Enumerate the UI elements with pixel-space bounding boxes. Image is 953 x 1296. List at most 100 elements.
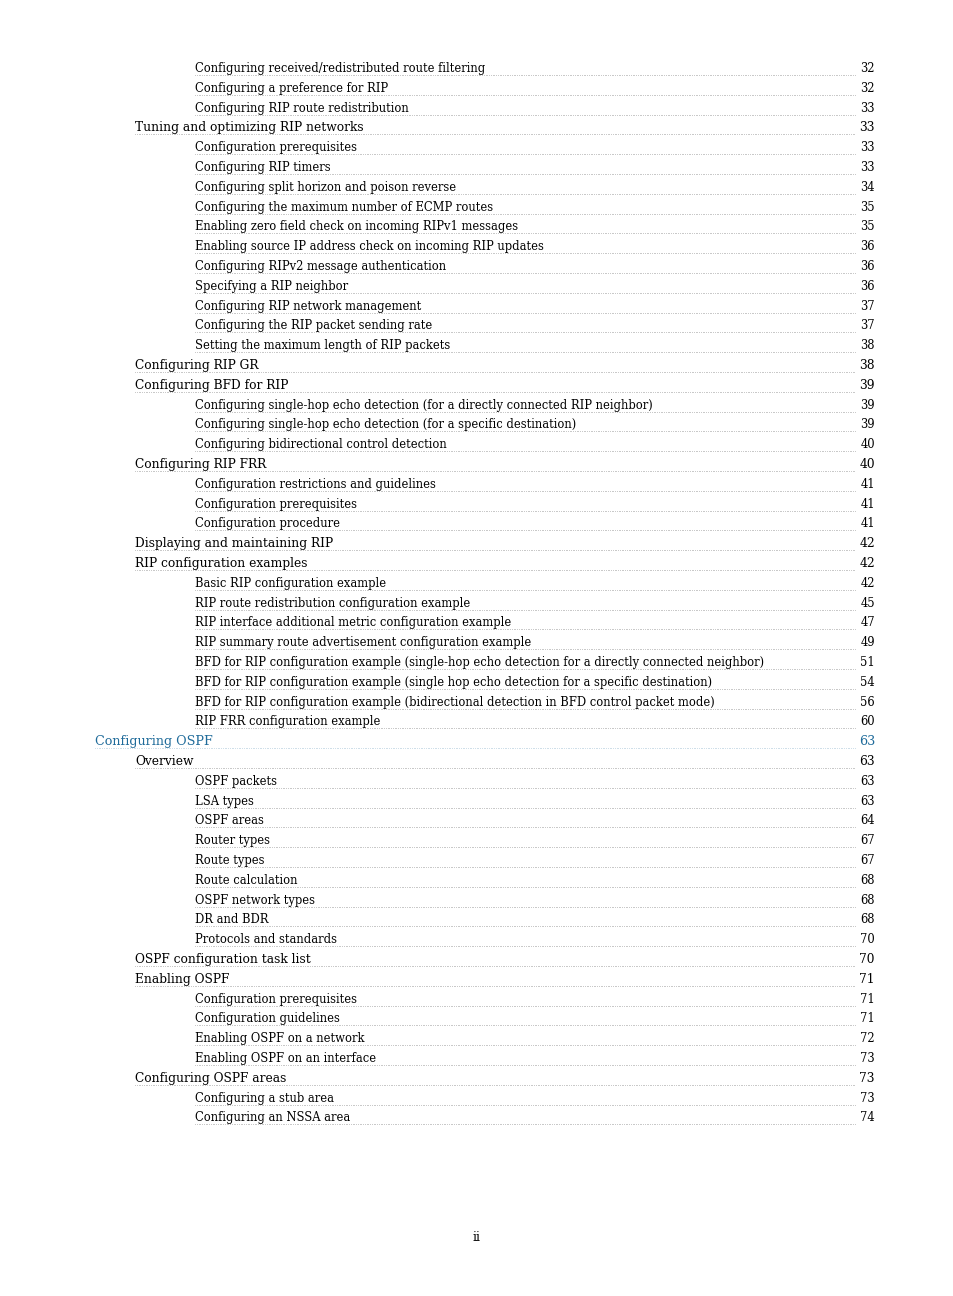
Text: 33: 33	[860, 161, 874, 174]
Text: 63: 63	[859, 756, 874, 769]
Text: Configuring single-hop echo detection (for a directly connected RIP neighbor): Configuring single-hop echo detection (f…	[194, 399, 652, 412]
Text: 51: 51	[860, 656, 874, 669]
Text: RIP interface additional metric configuration example: RIP interface additional metric configur…	[194, 617, 511, 630]
Text: 39: 39	[860, 399, 874, 412]
Text: Specifying a RIP neighbor: Specifying a RIP neighbor	[194, 280, 348, 293]
Text: 33: 33	[859, 122, 874, 135]
Text: 71: 71	[860, 1012, 874, 1025]
Text: Configuring RIP network management: Configuring RIP network management	[194, 299, 421, 312]
Text: Configuration prerequisites: Configuration prerequisites	[194, 993, 356, 1006]
Text: 33: 33	[860, 101, 874, 114]
Text: Enabling OSPF: Enabling OSPF	[135, 973, 229, 986]
Text: Configuring RIP route redistribution: Configuring RIP route redistribution	[194, 101, 408, 114]
Text: 73: 73	[859, 1072, 874, 1085]
Text: OSPF areas: OSPF areas	[194, 814, 264, 827]
Text: 42: 42	[860, 577, 874, 590]
Text: 68: 68	[860, 874, 874, 886]
Text: 37: 37	[860, 299, 874, 312]
Text: Configuration prerequisites: Configuration prerequisites	[194, 498, 356, 511]
Text: 74: 74	[860, 1112, 874, 1125]
Text: Overview: Overview	[135, 756, 193, 769]
Text: 41: 41	[860, 517, 874, 530]
Text: ii: ii	[473, 1231, 480, 1244]
Text: Configuration prerequisites: Configuration prerequisites	[194, 141, 356, 154]
Text: BFD for RIP configuration example (single-hop echo detection for a directly conn: BFD for RIP configuration example (singl…	[194, 656, 763, 669]
Text: BFD for RIP configuration example (single hop echo detection for a specific dest: BFD for RIP configuration example (singl…	[194, 675, 711, 688]
Text: Configuration guidelines: Configuration guidelines	[194, 1012, 339, 1025]
Text: OSPF network types: OSPF network types	[194, 894, 314, 907]
Text: Displaying and maintaining RIP: Displaying and maintaining RIP	[135, 538, 333, 551]
Text: Configuring a preference for RIP: Configuring a preference for RIP	[194, 82, 388, 95]
Text: 34: 34	[860, 181, 874, 194]
Text: OSPF packets: OSPF packets	[194, 775, 276, 788]
Text: 36: 36	[860, 280, 874, 293]
Text: Configuring RIP timers: Configuring RIP timers	[194, 161, 331, 174]
Text: Configuring bidirectional control detection: Configuring bidirectional control detect…	[194, 438, 446, 451]
Text: Configuring RIPv2 message authentication: Configuring RIPv2 message authentication	[194, 260, 446, 273]
Text: 39: 39	[859, 378, 874, 391]
Text: Basic RIP configuration example: Basic RIP configuration example	[194, 577, 386, 590]
Text: Router types: Router types	[194, 835, 270, 848]
Text: RIP route redistribution configuration example: RIP route redistribution configuration e…	[194, 596, 470, 609]
Text: 71: 71	[860, 993, 874, 1006]
Text: 40: 40	[860, 438, 874, 451]
Text: Enabling zero field check on incoming RIPv1 messages: Enabling zero field check on incoming RI…	[194, 220, 517, 233]
Text: Configuration procedure: Configuration procedure	[194, 517, 339, 530]
Text: Configuring received/redistributed route filtering: Configuring received/redistributed route…	[194, 62, 485, 75]
Text: 36: 36	[860, 260, 874, 273]
Text: Configuring RIP FRR: Configuring RIP FRR	[135, 457, 266, 470]
Text: Protocols and standards: Protocols and standards	[194, 933, 336, 946]
Text: RIP summary route advertisement configuration example: RIP summary route advertisement configur…	[194, 636, 531, 649]
Text: 45: 45	[860, 596, 874, 609]
Text: Tuning and optimizing RIP networks: Tuning and optimizing RIP networks	[135, 122, 363, 135]
Text: 54: 54	[860, 675, 874, 688]
Text: 39: 39	[860, 419, 874, 432]
Text: 73: 73	[860, 1052, 874, 1065]
Text: 68: 68	[860, 894, 874, 907]
Text: 68: 68	[860, 914, 874, 927]
Text: BFD for RIP configuration example (bidirectional detection in BFD control packet: BFD for RIP configuration example (bidir…	[194, 696, 714, 709]
Text: 33: 33	[860, 141, 874, 154]
Text: Configuring an NSSA area: Configuring an NSSA area	[194, 1112, 350, 1125]
Text: RIP configuration examples: RIP configuration examples	[135, 557, 307, 570]
Text: Enabling OSPF on an interface: Enabling OSPF on an interface	[194, 1052, 375, 1065]
Text: 37: 37	[860, 319, 874, 332]
Text: Configuring OSPF areas: Configuring OSPF areas	[135, 1072, 286, 1085]
Text: 67: 67	[860, 854, 874, 867]
Text: 35: 35	[860, 201, 874, 214]
Text: 40: 40	[859, 457, 874, 470]
Text: Enabling OSPF on a network: Enabling OSPF on a network	[194, 1032, 364, 1045]
Text: Configuration restrictions and guidelines: Configuration restrictions and guideline…	[194, 478, 436, 491]
Text: 41: 41	[860, 478, 874, 491]
Text: Enabling source IP address check on incoming RIP updates: Enabling source IP address check on inco…	[194, 240, 543, 253]
Text: 36: 36	[860, 240, 874, 253]
Text: RIP FRR configuration example: RIP FRR configuration example	[194, 715, 380, 728]
Text: Configuring split horizon and poison reverse: Configuring split horizon and poison rev…	[194, 181, 456, 194]
Text: 64: 64	[860, 814, 874, 827]
Text: Configuring single-hop echo detection (for a specific destination): Configuring single-hop echo detection (f…	[194, 419, 576, 432]
Text: 67: 67	[860, 835, 874, 848]
Text: 32: 32	[860, 82, 874, 95]
Text: 42: 42	[859, 538, 874, 551]
Text: 49: 49	[860, 636, 874, 649]
Text: 70: 70	[860, 933, 874, 946]
Text: OSPF configuration task list: OSPF configuration task list	[135, 953, 311, 966]
Text: 56: 56	[860, 696, 874, 709]
Text: 32: 32	[860, 62, 874, 75]
Text: 41: 41	[860, 498, 874, 511]
Text: 71: 71	[859, 973, 874, 986]
Text: Configuring BFD for RIP: Configuring BFD for RIP	[135, 378, 288, 391]
Text: 73: 73	[860, 1091, 874, 1104]
Text: DR and BDR: DR and BDR	[194, 914, 268, 927]
Text: Route calculation: Route calculation	[194, 874, 297, 886]
Text: LSA types: LSA types	[194, 794, 253, 807]
Text: 47: 47	[860, 617, 874, 630]
Text: 63: 63	[858, 735, 874, 748]
Text: 72: 72	[860, 1032, 874, 1045]
Text: Configuring the RIP packet sending rate: Configuring the RIP packet sending rate	[194, 319, 432, 332]
Text: Configuring the maximum number of ECMP routes: Configuring the maximum number of ECMP r…	[194, 201, 493, 214]
Text: 35: 35	[860, 220, 874, 233]
Text: 70: 70	[859, 953, 874, 966]
Text: Configuring OSPF: Configuring OSPF	[95, 735, 213, 748]
Text: Configuring a stub area: Configuring a stub area	[194, 1091, 334, 1104]
